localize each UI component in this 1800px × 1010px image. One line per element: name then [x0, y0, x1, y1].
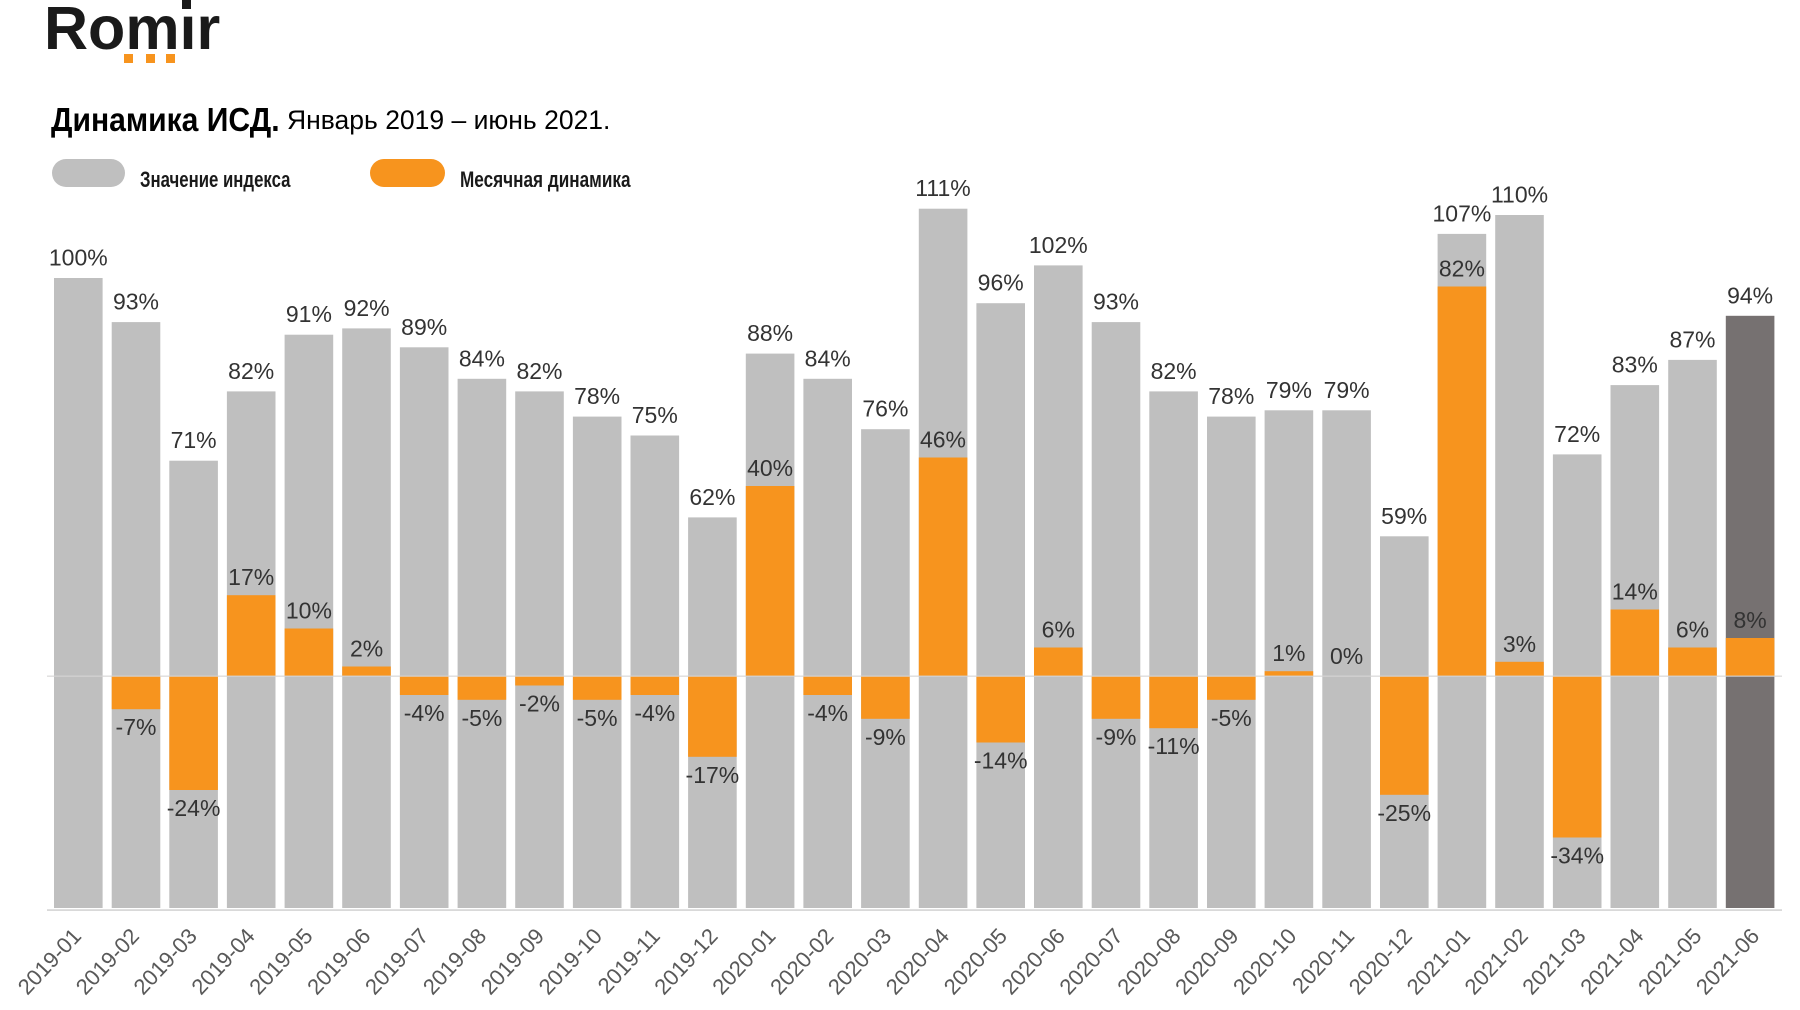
svg-text:83%: 83%	[1612, 352, 1658, 378]
svg-text:17%: 17%	[228, 564, 274, 590]
svg-text:94%: 94%	[1727, 282, 1773, 308]
svg-text:2020-10: 2020-10	[1228, 923, 1301, 999]
svg-text:93%: 93%	[1093, 289, 1139, 315]
svg-text:2%: 2%	[350, 636, 383, 662]
svg-text:2019-04: 2019-04	[186, 923, 259, 999]
svg-text:-5%: -5%	[577, 705, 618, 731]
svg-text:110%: 110%	[1491, 182, 1548, 208]
svg-text:2020-12: 2020-12	[1344, 923, 1417, 999]
svg-text:-4%: -4%	[807, 700, 848, 726]
svg-text:-9%: -9%	[1096, 724, 1137, 750]
svg-text:-17%: -17%	[686, 762, 740, 788]
svg-text:2021-01: 2021-01	[1402, 923, 1475, 999]
svg-text:59%: 59%	[1381, 503, 1427, 529]
svg-text:91%: 91%	[286, 301, 332, 327]
svg-text:2020-01: 2020-01	[707, 923, 780, 999]
svg-text:2020-02: 2020-02	[765, 923, 838, 999]
svg-text:87%: 87%	[1669, 326, 1715, 352]
svg-text:2021-04: 2021-04	[1575, 923, 1648, 999]
svg-text:82%: 82%	[1151, 358, 1197, 384]
svg-text:2019-07: 2019-07	[360, 923, 433, 999]
svg-text:2021-03: 2021-03	[1517, 923, 1590, 999]
svg-text:-24%: -24%	[167, 795, 221, 821]
svg-text:8%: 8%	[1733, 607, 1766, 633]
svg-text:78%: 78%	[1208, 383, 1254, 409]
svg-text:2020-04: 2020-04	[881, 923, 954, 999]
svg-text:84%: 84%	[459, 345, 505, 371]
svg-text:0%: 0%	[1330, 643, 1363, 669]
svg-text:2021-05: 2021-05	[1633, 923, 1706, 999]
svg-text:-14%: -14%	[974, 748, 1028, 774]
svg-text:82%: 82%	[228, 358, 274, 384]
svg-text:-4%: -4%	[634, 700, 675, 726]
svg-text:82%: 82%	[516, 358, 562, 384]
svg-text:2020-06: 2020-06	[997, 923, 1070, 999]
svg-text:3%: 3%	[1503, 631, 1536, 657]
svg-text:2019-06: 2019-06	[302, 923, 375, 999]
svg-text:2019-02: 2019-02	[71, 923, 144, 999]
svg-text:93%: 93%	[113, 289, 159, 315]
svg-text:78%: 78%	[574, 383, 620, 409]
svg-text:62%: 62%	[689, 484, 735, 510]
svg-text:6%: 6%	[1676, 617, 1709, 643]
svg-text:6%: 6%	[1042, 617, 1075, 643]
svg-text:-4%: -4%	[404, 700, 445, 726]
svg-text:79%: 79%	[1266, 377, 1312, 403]
svg-text:2020-09: 2020-09	[1170, 923, 1243, 999]
svg-text:82%: 82%	[1439, 256, 1485, 282]
svg-text:2020-08: 2020-08	[1112, 923, 1185, 999]
svg-text:76%: 76%	[862, 396, 908, 422]
svg-text:2020-03: 2020-03	[823, 923, 896, 999]
svg-text:46%: 46%	[920, 427, 966, 453]
svg-text:2021-02: 2021-02	[1460, 923, 1533, 999]
svg-text:71%: 71%	[171, 427, 217, 453]
svg-text:-5%: -5%	[461, 705, 502, 731]
svg-text:-5%: -5%	[1211, 705, 1252, 731]
svg-text:79%: 79%	[1324, 377, 1370, 403]
svg-text:2019-08: 2019-08	[418, 923, 491, 999]
svg-text:2021-06: 2021-06	[1691, 923, 1764, 999]
svg-text:-9%: -9%	[865, 724, 906, 750]
svg-text:107%: 107%	[1432, 200, 1491, 226]
svg-text:14%: 14%	[1612, 579, 1658, 605]
svg-text:40%: 40%	[747, 455, 793, 481]
svg-text:-25%: -25%	[1377, 800, 1431, 826]
svg-text:75%: 75%	[632, 402, 678, 428]
svg-text:2019-03: 2019-03	[129, 923, 202, 999]
svg-text:2019-12: 2019-12	[649, 923, 722, 999]
svg-text:111%: 111%	[915, 175, 970, 201]
svg-text:96%: 96%	[978, 270, 1024, 296]
svg-text:92%: 92%	[344, 295, 390, 321]
svg-text:2019-01: 2019-01	[13, 923, 86, 999]
svg-text:84%: 84%	[805, 345, 851, 371]
svg-text:-34%: -34%	[1550, 843, 1604, 869]
svg-text:102%: 102%	[1029, 232, 1088, 258]
svg-text:-2%: -2%	[519, 691, 560, 717]
svg-text:2019-10: 2019-10	[534, 923, 607, 999]
svg-text:2020-05: 2020-05	[939, 923, 1012, 999]
svg-text:88%: 88%	[747, 320, 793, 346]
svg-text:-7%: -7%	[116, 714, 157, 740]
svg-text:2020-07: 2020-07	[1054, 923, 1127, 999]
svg-text:10%: 10%	[286, 598, 332, 624]
svg-text:100%: 100%	[49, 245, 108, 271]
svg-text:2019-05: 2019-05	[244, 923, 317, 999]
svg-text:-11%: -11%	[1148, 733, 1200, 759]
svg-text:72%: 72%	[1554, 421, 1600, 447]
svg-text:89%: 89%	[401, 314, 447, 340]
svg-text:2019-09: 2019-09	[476, 923, 549, 999]
svg-text:1%: 1%	[1272, 640, 1305, 666]
